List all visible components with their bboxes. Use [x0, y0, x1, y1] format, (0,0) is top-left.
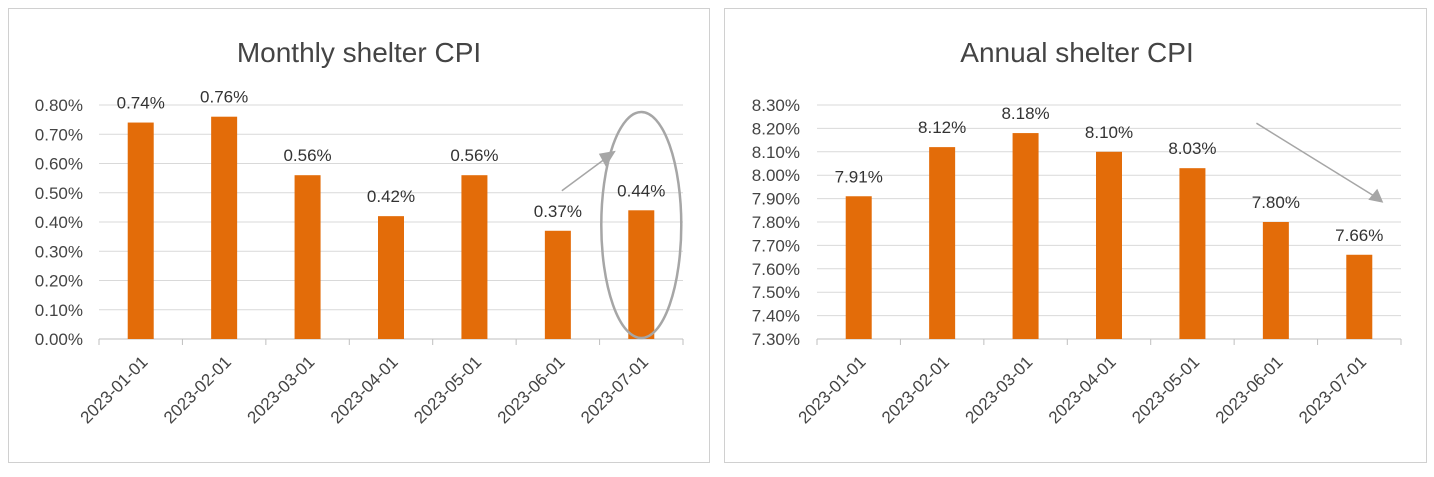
annual-trend-arrow-head [1368, 188, 1384, 203]
monthly-y-tick-label: 0.00% [35, 330, 83, 349]
monthly-y-tick-label: 0.50% [35, 184, 83, 203]
annual-bar-2023-05-01 [1179, 168, 1206, 339]
annual-bar-2023-04-01 [1096, 151, 1122, 339]
monthly-x-tick-label: 2023-05-01 [410, 352, 485, 427]
monthly-bar-2023-04-01 [378, 216, 404, 339]
annual-data-label: 8.12% [918, 118, 966, 137]
monthly-trend-arrow-head [598, 150, 616, 167]
annual-chart-svg: Annual shelter CPI 7.30% 7.40% 7.50% 7.60% 7.… [752, 37, 1402, 427]
monthly-bar-2023-03-01 [294, 175, 321, 339]
annual-y-tick-label: 8.30% [752, 96, 800, 115]
annual-y-tick-label: 7.80% [752, 213, 800, 232]
monthly-bar-2023-05-01 [461, 175, 488, 339]
monthly-shelter-cpi-chart: Monthly shelter CPI 0.00% 0.10% 0.20% 0.30% 0… [8, 8, 710, 463]
monthly-data-label: 0.56% [450, 146, 498, 165]
monthly-bar-2023-02-01 [211, 116, 238, 339]
monthly-trend-arrow-line [561, 156, 609, 192]
monthly-y-tick-label: 0.60% [35, 155, 83, 174]
annual-x-tick-label: 2023-01-01 [795, 352, 870, 427]
annual-y-tick-label: 7.50% [752, 283, 800, 302]
annual-data-label: 8.18% [1001, 104, 1049, 123]
monthly-y-tick-label: 0.80% [35, 96, 83, 115]
annual-y-tick-label: 7.70% [752, 236, 800, 255]
monthly-data-label: 0.42% [367, 187, 415, 206]
annual-bar-2023-01-01 [845, 196, 872, 339]
annual-x-tick-label: 2023-03-01 [961, 352, 1036, 427]
monthly-y-tick-label: 0.70% [35, 125, 83, 144]
monthly-chart-svg: Monthly shelter CPI 0.00% 0.10% 0.20% 0.30% 0… [35, 37, 684, 427]
monthly-data-label: 0.76% [200, 88, 248, 107]
monthly-bar-2023-06-01 [544, 230, 571, 339]
annual-data-label: 7.66% [1335, 226, 1383, 245]
annual-y-tick-label: 7.30% [752, 330, 800, 349]
monthly-bar-2023-07-01 [628, 210, 655, 339]
monthly-x-tick-label: 2023-07-01 [577, 352, 652, 427]
monthly-highlight-ellipse [600, 110, 683, 340]
annual-bar-2023-02-01 [929, 147, 956, 339]
monthly-chart-title: Monthly shelter CPI [237, 37, 481, 68]
annual-x-tick-label: 2023-06-01 [1212, 352, 1287, 427]
annual-x-tick-label: 2023-05-01 [1128, 352, 1203, 427]
annual-y-tick-label: 7.40% [752, 307, 800, 326]
annual-bar-2023-07-01 [1346, 254, 1373, 339]
annual-data-label: 7.80% [1252, 193, 1300, 212]
monthly-data-label: 0.74% [117, 94, 165, 113]
monthly-y-tick-label: 0.20% [35, 272, 83, 291]
annual-bar-2023-06-01 [1262, 222, 1289, 339]
annual-data-label: 8.03% [1168, 139, 1216, 158]
annual-y-tick-label: 8.10% [752, 143, 800, 162]
annual-x-tick-label: 2023-02-01 [878, 352, 953, 427]
annual-shelter-cpi-chart: Annual shelter CPI 7.30% 7.40% 7.50% 7.60% 7.… [724, 8, 1427, 463]
annual-y-tick-label: 8.20% [752, 119, 800, 138]
monthly-y-tick-label: 0.30% [35, 242, 83, 261]
annual-y-tick-label: 7.60% [752, 260, 800, 279]
monthly-data-label: 0.37% [534, 202, 582, 221]
annual-chart-title: Annual shelter CPI [960, 37, 1193, 68]
annual-bar-2023-03-01 [1012, 133, 1039, 339]
annual-y-tick-label: 8.00% [752, 166, 800, 185]
monthly-bar-2023-01-01 [127, 122, 154, 339]
annual-x-tick-label: 2023-07-01 [1295, 352, 1370, 427]
monthly-y-tick-label: 0.40% [35, 213, 83, 232]
annual-trend-arrow-line [1256, 122, 1376, 198]
annual-y-tick-label: 7.90% [752, 190, 800, 209]
monthly-x-tick-label: 2023-06-01 [494, 352, 569, 427]
annual-data-label: 8.10% [1085, 123, 1133, 142]
monthly-x-tick-label: 2023-03-01 [243, 352, 318, 427]
monthly-x-tick-label: 2023-04-01 [327, 352, 402, 427]
monthly-data-label: 0.56% [283, 146, 331, 165]
monthly-data-label: 0.44% [617, 181, 665, 200]
annual-data-label: 7.91% [835, 167, 883, 186]
monthly-x-tick-label: 2023-02-01 [160, 352, 235, 427]
monthly-y-tick-label: 0.10% [35, 301, 83, 320]
annual-x-tick-label: 2023-04-01 [1045, 352, 1120, 427]
monthly-x-tick-label: 2023-01-01 [77, 352, 152, 427]
